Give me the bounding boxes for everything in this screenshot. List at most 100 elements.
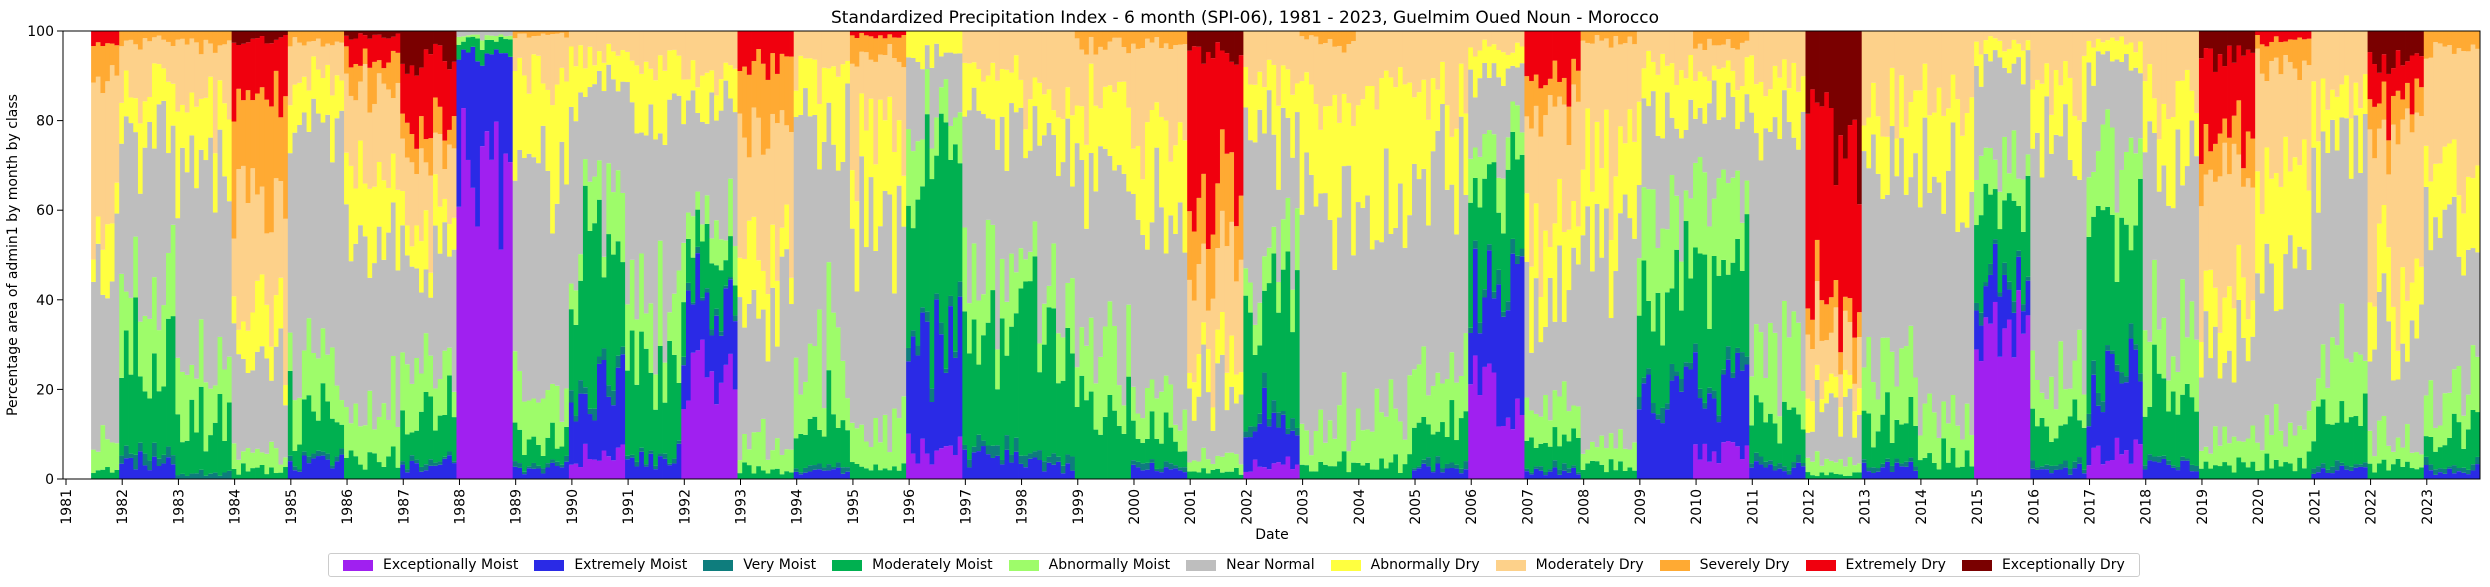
bar-segment bbox=[133, 31, 139, 45]
bar-segment bbox=[404, 472, 411, 479]
bar-segment bbox=[2138, 373, 2144, 382]
bar-segment bbox=[1435, 431, 1441, 457]
bar-segment bbox=[1402, 464, 1408, 479]
bar-segment bbox=[166, 31, 172, 42]
bar-segment bbox=[695, 31, 701, 88]
bar-segment bbox=[1065, 87, 1071, 119]
bar-segment bbox=[1201, 173, 1207, 244]
bar-segment bbox=[2334, 470, 2340, 479]
legend-item: Exceptionally Dry bbox=[1961, 557, 2125, 573]
bar-segment bbox=[461, 49, 467, 109]
bar-segment bbox=[981, 114, 987, 295]
bar-segment bbox=[1121, 31, 1127, 48]
bar-segment bbox=[1290, 332, 1296, 419]
bar-segment bbox=[2175, 31, 2181, 82]
bar-segment bbox=[269, 441, 275, 468]
bar-segment bbox=[1201, 63, 1207, 174]
bar-segment bbox=[1627, 36, 1633, 110]
bar-segment bbox=[142, 391, 148, 454]
bar-segment bbox=[981, 335, 987, 441]
bar-segment bbox=[2213, 31, 2219, 72]
bar-segment bbox=[1449, 462, 1455, 468]
bar-segment bbox=[2006, 31, 2012, 49]
bar-segment bbox=[447, 224, 453, 257]
x-tick-label: 2023 bbox=[2420, 489, 2436, 525]
bar-segment bbox=[540, 473, 546, 479]
bar-segment bbox=[2217, 466, 2223, 479]
bar-segment bbox=[1088, 31, 1094, 37]
bar-segment bbox=[2077, 120, 2083, 180]
bar-segment bbox=[1219, 472, 1226, 479]
bar-segment bbox=[1294, 435, 1300, 465]
bar-segment bbox=[1009, 462, 1015, 479]
bar-segment bbox=[1819, 340, 1825, 400]
bar-segment bbox=[751, 289, 757, 433]
bar-segment bbox=[1894, 419, 1900, 459]
bar-segment bbox=[2035, 79, 2041, 133]
bar-segment bbox=[2259, 293, 2265, 451]
bar-segment bbox=[1557, 96, 1563, 179]
bar-segment bbox=[1482, 62, 1488, 134]
bar-segment bbox=[1515, 255, 1521, 264]
bar-segment bbox=[1215, 363, 1221, 456]
bar-segment bbox=[1088, 153, 1094, 318]
bar-segment bbox=[208, 43, 214, 77]
bar-segment bbox=[2353, 467, 2359, 479]
bar-segment bbox=[297, 31, 303, 43]
bar-segment bbox=[1107, 31, 1113, 42]
bar-segment bbox=[428, 355, 434, 397]
bar-segment bbox=[1889, 471, 1895, 479]
bar-segment bbox=[1575, 101, 1582, 227]
bar-segment bbox=[2348, 118, 2354, 179]
bar-segment bbox=[2006, 319, 2012, 479]
bar-segment bbox=[1725, 441, 1731, 479]
bar-segment bbox=[540, 468, 546, 474]
bar-segment bbox=[821, 67, 827, 142]
bar-segment bbox=[517, 149, 523, 372]
bar-segment bbox=[2072, 399, 2078, 462]
bar-segment bbox=[212, 52, 218, 154]
bar-segment bbox=[2264, 81, 2270, 148]
bar-segment bbox=[643, 464, 649, 467]
bar-segment bbox=[325, 43, 331, 65]
bar-segment bbox=[957, 112, 963, 164]
bar-segment bbox=[1308, 455, 1315, 472]
bar-segment bbox=[1243, 437, 1249, 472]
bar-segment bbox=[1477, 395, 1483, 479]
bar-segment bbox=[1276, 462, 1282, 479]
bar-segment bbox=[1622, 143, 1628, 195]
bar-segment bbox=[2189, 301, 2195, 398]
bar-segment bbox=[2170, 356, 2176, 392]
bar-segment bbox=[681, 242, 687, 303]
bar-segment bbox=[161, 454, 167, 464]
bar-segment bbox=[971, 319, 977, 447]
bar-segment bbox=[1018, 288, 1024, 456]
bar-segment bbox=[1257, 345, 1263, 414]
bar-segment bbox=[2006, 193, 2012, 282]
bar-segment bbox=[2025, 276, 2031, 281]
bar-segment bbox=[493, 121, 500, 480]
bar-segment bbox=[1969, 466, 1975, 479]
bar-segment bbox=[1018, 455, 1024, 464]
bar-segment bbox=[906, 129, 912, 206]
bar-segment bbox=[128, 457, 134, 479]
bar-segment bbox=[2358, 425, 2364, 465]
bar-segment bbox=[404, 73, 411, 123]
bar-segment bbox=[596, 51, 603, 71]
bar-segment bbox=[910, 58, 916, 152]
bar-segment bbox=[358, 81, 364, 141]
bar-segment bbox=[1280, 107, 1286, 220]
bar-segment bbox=[386, 232, 392, 420]
bar-segment bbox=[1210, 463, 1216, 470]
bar-segment bbox=[250, 468, 256, 479]
bar-segment bbox=[971, 31, 977, 63]
bar-segment bbox=[91, 259, 97, 282]
bar-segment bbox=[1978, 54, 1984, 87]
bar-segment bbox=[2320, 78, 2326, 132]
bar-segment bbox=[2213, 326, 2219, 427]
bar-segment bbox=[1369, 469, 1375, 479]
bar-segment bbox=[906, 347, 912, 362]
bar-segment bbox=[671, 458, 678, 464]
bar-segment bbox=[1824, 475, 1830, 479]
bar-segment bbox=[779, 53, 785, 111]
